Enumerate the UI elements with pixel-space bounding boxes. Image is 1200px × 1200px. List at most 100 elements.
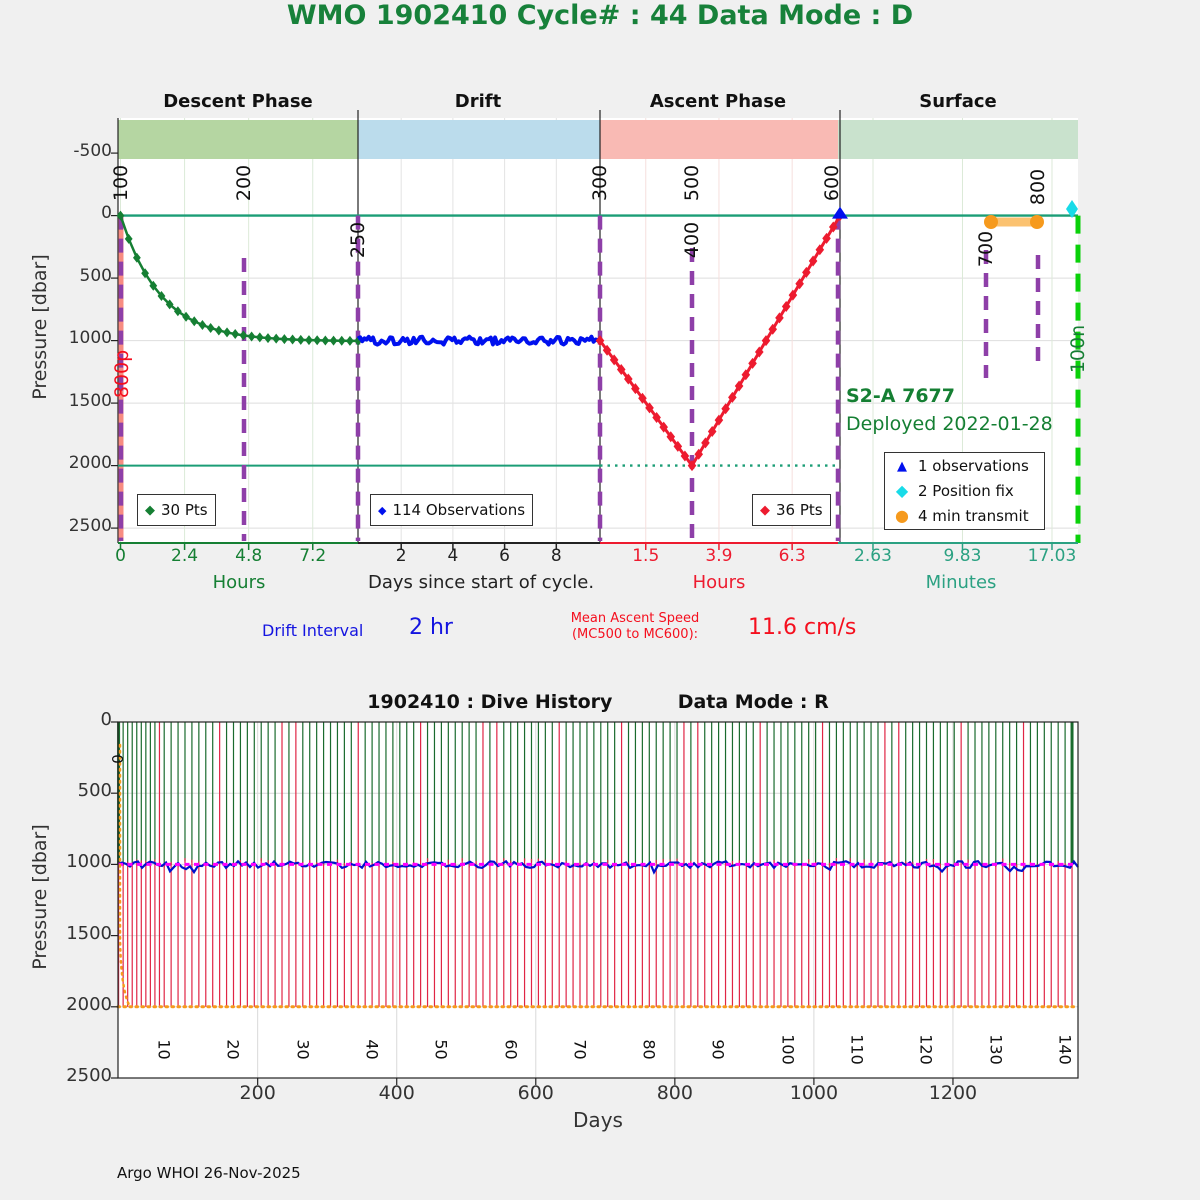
- x-tick-label: 3.9: [705, 545, 733, 566]
- cycle-tick-100: 100: [778, 1034, 798, 1066]
- mc-label-800p: 800p: [111, 350, 133, 399]
- mean-ascent-speed-label-line2: (MC500 to MC600):: [571, 627, 699, 642]
- cycle-tick-80: 80: [639, 1039, 659, 1061]
- legend-row-position-fix: ◆ 2 Position fix: [892, 480, 1014, 503]
- legend-drift-observations: ◆ 114 Observations: [370, 494, 534, 526]
- cycle-tick-120: 120: [916, 1034, 936, 1066]
- diamond-icon: ◆: [760, 502, 770, 518]
- phase-title-descent: Descent Phase: [163, 91, 313, 112]
- mc-label-250: 250: [347, 222, 369, 259]
- mean-ascent-speed-label-line1: Mean Ascent Speed: [570, 611, 700, 626]
- y-tick-label: 2000: [68, 453, 112, 474]
- mean-ascent-speed-value: 11.6 cm/s: [748, 615, 857, 640]
- y-tick-label: 1500: [68, 390, 112, 411]
- x-tick-label: 7.2: [299, 545, 327, 566]
- deployed-date-label: Deployed 2022-01-28: [846, 413, 1053, 435]
- x-tick-label: 1200: [928, 1082, 978, 1105]
- legend-observations-label: 1 observations: [918, 457, 1029, 475]
- drift-interval-value: 2 hr: [409, 615, 453, 640]
- x-axis-name: Hours: [212, 572, 266, 594]
- mc-label-200: 200: [233, 165, 255, 202]
- dive-history-title: 1902410 : Dive History Data Mode : R: [118, 691, 1078, 713]
- x-axis-name: Hours: [692, 572, 746, 594]
- legend-min-transmit-label: 4 min transmit: [918, 507, 1029, 525]
- y-tick-label: -500: [73, 140, 112, 161]
- triangle-icon: ▲: [897, 458, 907, 474]
- diamond-icon: ◆: [895, 481, 909, 500]
- drift-interval-label: Drift Interval: [262, 621, 364, 640]
- dive-history-plot: [111, 721, 1080, 1085]
- cycle-tick-90: 90: [708, 1039, 728, 1061]
- mc-label-500: 500: [681, 165, 703, 202]
- cycle-tick-50: 50: [431, 1039, 451, 1061]
- phase-title-ascent: Ascent Phase: [649, 91, 787, 112]
- cycle-tick-40: 40: [362, 1039, 382, 1061]
- cycle-tick-10: 10: [154, 1039, 174, 1061]
- dive-history-title-left: 1902410 : Dive History: [367, 691, 613, 713]
- x-tick-label: 17.03: [1027, 545, 1077, 566]
- y-axis-label: Pressure [dbar]: [29, 254, 51, 401]
- x-tick-label: 0: [115, 545, 126, 566]
- y-tick-label: 500: [79, 265, 112, 286]
- legend-row-observations: ▲ 1 observations: [892, 455, 1029, 478]
- y-tick-label: 1000: [66, 851, 112, 873]
- x-tick-label: 4: [447, 545, 459, 566]
- legend-descent-points: ◆ 30 Pts: [137, 494, 216, 526]
- x-axis-label: Days: [573, 1107, 623, 1132]
- circle-icon: ●: [895, 506, 909, 525]
- x-tick-label: 9.83: [943, 545, 982, 566]
- cycle-tick-20: 20: [223, 1039, 243, 1061]
- dive-history-title-right: Data Mode : R: [677, 691, 829, 713]
- phase-title-drift: Drift: [454, 91, 502, 112]
- y-tick-label: 1000: [68, 328, 112, 349]
- y-tick-label: 1500: [66, 922, 112, 944]
- y-axis-label: Pressure [dbar]: [29, 824, 51, 971]
- x-tick-label: 8: [550, 545, 562, 566]
- legend-ascent-points: ◆ 36 Pts: [752, 494, 831, 526]
- page-title: WMO 1902410 Cycle# : 44 Data Mode : D: [286, 0, 914, 31]
- mc-label-400: 400: [681, 222, 703, 259]
- cycle-tick-70: 70: [570, 1039, 590, 1061]
- y-tick-label: 2500: [68, 515, 112, 536]
- x-tick-label: 1000: [789, 1082, 839, 1105]
- legend-position-fix-label: 2 Position fix: [918, 482, 1014, 500]
- x-axis-name: Minutes: [925, 572, 997, 594]
- cycle-tick-130: 130: [986, 1034, 1006, 1066]
- mc-label-100n: 100n: [1067, 325, 1089, 374]
- diamond-icon: ◆: [378, 503, 387, 517]
- x-tick-label: 400: [378, 1082, 415, 1105]
- legend-surface-events: ▲ 1 observations ◆ 2 Position fix ● 4 mi…: [884, 452, 1045, 530]
- cycle-tick-140: 140: [1055, 1034, 1075, 1066]
- x-tick-label: 1.5: [632, 545, 660, 566]
- x-tick-label: 2: [395, 545, 407, 566]
- float-model-label: S2-A 7677: [846, 385, 955, 407]
- y-tick-label: 2500: [66, 1065, 112, 1087]
- y-tick-label: 0: [101, 203, 112, 224]
- diamond-icon: ◆: [145, 502, 155, 518]
- legend-row-min-transmit: ● 4 min transmit: [892, 505, 1029, 528]
- x-tick-label: 6: [499, 545, 510, 566]
- mc-label-700: 700: [975, 231, 997, 268]
- cycle-tick-60: 60: [501, 1039, 520, 1061]
- footer-credit: Argo WHOI 26-Nov-2025: [117, 1164, 301, 1182]
- y-tick-label: 2000: [66, 993, 112, 1015]
- x-axis-name: Days since start of cycle.: [367, 572, 595, 594]
- legend-drift-label: 114 Observations: [392, 501, 526, 519]
- legend-descent-label: 30 Pts: [161, 501, 208, 519]
- y-tick-label: 0: [100, 709, 112, 731]
- cycle-tick-110: 110: [847, 1034, 867, 1066]
- mc-label-600: 600: [821, 165, 843, 202]
- legend-ascent-label: 36 Pts: [776, 501, 823, 519]
- x-tick-label: 800: [656, 1082, 693, 1105]
- mc-label-300: 300: [589, 165, 611, 202]
- phase-title-surface: Surface: [919, 91, 997, 112]
- x-tick-label: 6.3: [778, 545, 806, 566]
- cycle-tick-30: 30: [293, 1039, 313, 1061]
- x-tick-label: 2.63: [854, 545, 892, 566]
- cycle-tick-0: 0: [108, 754, 126, 764]
- x-tick-label: 2.4: [171, 545, 199, 566]
- x-tick-label: 4.8: [235, 545, 263, 566]
- x-tick-label: 600: [517, 1082, 554, 1105]
- mc-label-100: 100: [110, 165, 132, 202]
